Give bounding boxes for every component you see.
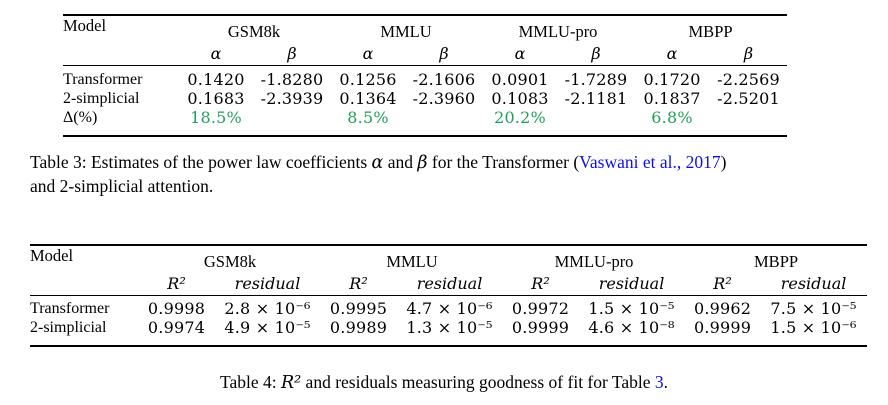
table4-cell: 0.9999 bbox=[511, 318, 570, 337]
table3-delta-cell: 8.5% bbox=[347, 108, 389, 127]
table4-subheader-r2: R² bbox=[713, 274, 732, 293]
table3-row-transformer-label: Transformer bbox=[63, 70, 143, 88]
caption4-r2-symbol: R² bbox=[280, 373, 302, 393]
caption3-text: ) bbox=[720, 152, 727, 172]
table3-header-mmlu: MMLU bbox=[380, 22, 432, 41]
table4-cell: 1.5 × 10⁻⁶ bbox=[770, 318, 857, 337]
table4-subheader-residual: residual bbox=[780, 274, 847, 293]
table3-subheader-beta: β bbox=[743, 44, 754, 63]
table3-cell: 0.1256 bbox=[339, 70, 397, 89]
table3-subheader-beta: β bbox=[591, 44, 601, 63]
table3-delta-cell: 20.2% bbox=[494, 108, 546, 127]
caption3-alpha-symbol: α bbox=[371, 153, 384, 173]
table3-subheader-alpha: α bbox=[666, 44, 678, 63]
table3-delta-cell: 18.5% bbox=[190, 108, 242, 127]
table3-subheader-alpha: α bbox=[362, 44, 374, 63]
table3-subheader-beta: β bbox=[439, 44, 449, 63]
table4-cell: 4.6 × 10⁻⁸ bbox=[588, 318, 675, 337]
table3-header-gsm8k: GSM8k bbox=[227, 22, 281, 41]
table4-header-mmlu: MMLU bbox=[386, 252, 438, 271]
caption3-text: Table 3: Estimates of the power law coef… bbox=[30, 152, 372, 172]
table4-cell: 7.5 × 10⁻⁵ bbox=[770, 299, 857, 318]
table3-header-mmlu-pro: MMLU-pro bbox=[518, 22, 598, 41]
table4-header-mmlu-pro: MMLU-pro bbox=[554, 252, 634, 271]
table4-cell: 0.9972 bbox=[511, 299, 570, 318]
table4-cell: 2.8 × 10⁻⁶ bbox=[224, 299, 311, 318]
caption4-text: . bbox=[663, 372, 669, 392]
table4-cell: 4.7 × 10⁻⁶ bbox=[406, 299, 493, 318]
table3-cell bbox=[406, 108, 482, 136]
table3-caption: Table 3: Estimates of the power law coef… bbox=[30, 151, 870, 198]
table4-subheader-r2: R² bbox=[349, 274, 368, 293]
table4-header-model: Model bbox=[30, 246, 74, 265]
table3-row-delta-label: Δ(%) bbox=[63, 108, 98, 126]
table3-cell: -2.2569 bbox=[717, 70, 780, 89]
table3-header-model: Model bbox=[63, 16, 107, 35]
table3-cell bbox=[254, 108, 330, 136]
table4-subheader-residual: residual bbox=[598, 274, 665, 293]
table3-cell: 0.1683 bbox=[187, 89, 245, 108]
table3-cell: -2.3939 bbox=[260, 89, 324, 108]
table4-cell: 0.9962 bbox=[693, 299, 752, 318]
table-row: 2-simplicial 0.9974 4.9 × 10⁻⁵ 0.9989 1.… bbox=[30, 318, 867, 346]
table3-cell: -1.7289 bbox=[564, 70, 628, 89]
table3-subheader-alpha: α bbox=[514, 44, 526, 63]
table3-cell: 0.1720 bbox=[643, 70, 701, 89]
table4-cell: 0.9989 bbox=[329, 318, 388, 337]
table3-cell: -2.3960 bbox=[412, 89, 476, 108]
table3-header: Model GSM8k MMLU MMLU-pro MBPP α β α β α… bbox=[63, 15, 788, 66]
table-row: Transformer 0.1420 -1.8280 0.1256 -2.160… bbox=[63, 66, 787, 89]
table3-cell: 0.1420 bbox=[187, 70, 245, 89]
table4-header-gsm8k: GSM8k bbox=[203, 252, 257, 271]
caption3-text: and bbox=[383, 152, 418, 172]
table4-cell: 1.5 × 10⁻⁵ bbox=[588, 299, 675, 318]
table3-ref-link[interactable]: 3 bbox=[654, 372, 664, 392]
table4-header-mbpp: MBPP bbox=[754, 252, 799, 271]
table4-subheader-residual: residual bbox=[234, 274, 301, 293]
table3-cell bbox=[710, 108, 787, 136]
table3-power-law-coefficients: Model GSM8k MMLU MMLU-pro MBPP α β α β α… bbox=[63, 14, 788, 137]
table4-cell: 0.9995 bbox=[329, 299, 388, 318]
table3-subheader-alpha: α bbox=[210, 44, 222, 63]
table4-cell: 4.9 × 10⁻⁵ bbox=[224, 318, 311, 337]
table4-cell: 0.9998 bbox=[147, 299, 206, 318]
table3-cell: -1.8280 bbox=[260, 70, 324, 89]
table3-cell: 0.1837 bbox=[643, 89, 701, 108]
table4-header: Model GSM8k MMLU MMLU-pro MBPP R² residu… bbox=[30, 245, 868, 296]
table4-row-2simplicial-label: 2-simplicial bbox=[30, 318, 107, 336]
caption4-text: Table 4: bbox=[219, 372, 281, 392]
caption4-text: and residuals measuring goodness of fit … bbox=[301, 372, 655, 392]
caption3-line2: and 2-simplicial attention. bbox=[30, 176, 214, 196]
table3-cell: 0.1083 bbox=[491, 89, 549, 108]
table4-caption: Table 4: R² and residuals measuring good… bbox=[0, 372, 888, 393]
table4-cell: 0.9999 bbox=[693, 318, 752, 337]
table-row: 2-simplicial 0.1683 -2.3939 0.1364 -2.39… bbox=[63, 89, 787, 108]
table3-delta-cell: 6.8% bbox=[651, 108, 693, 127]
table4-subheader-r2: R² bbox=[167, 274, 186, 293]
caption3-beta-symbol: β bbox=[417, 153, 428, 173]
table3-cell: -2.5201 bbox=[717, 89, 780, 108]
table4-subheader-residual: residual bbox=[416, 274, 483, 293]
table3-row-2simplicial-label: 2-simplicial bbox=[63, 89, 140, 107]
table3-cell bbox=[558, 108, 634, 136]
table3-cell: -2.1181 bbox=[564, 89, 628, 108]
citation-link-vaswani[interactable]: Vaswani et al., 2017 bbox=[579, 152, 721, 172]
table-row: Transformer 0.9998 2.8 × 10⁻⁶ 0.9995 4.7… bbox=[30, 296, 867, 318]
table4-row-transformer-label: Transformer bbox=[30, 299, 110, 317]
table4-cell: 0.9974 bbox=[147, 318, 206, 337]
table4-subheader-r2: R² bbox=[531, 274, 550, 293]
table3-cell: 0.1364 bbox=[339, 89, 397, 108]
table-row-delta: Δ(%) 18.5% 8.5% 20.2% 6.8% bbox=[63, 108, 787, 136]
table3-header-mbpp: MBPP bbox=[688, 22, 733, 41]
table4-goodness-of-fit: Model GSM8k MMLU MMLU-pro MBPP R² residu… bbox=[30, 244, 868, 347]
caption3-text: for the Transformer ( bbox=[427, 152, 580, 172]
table3-subheader-beta: β bbox=[287, 44, 297, 63]
table4-cell: 1.3 × 10⁻⁵ bbox=[406, 318, 493, 337]
table3-cell: 0.0901 bbox=[491, 70, 549, 89]
table3-cell: -2.1606 bbox=[412, 70, 476, 89]
